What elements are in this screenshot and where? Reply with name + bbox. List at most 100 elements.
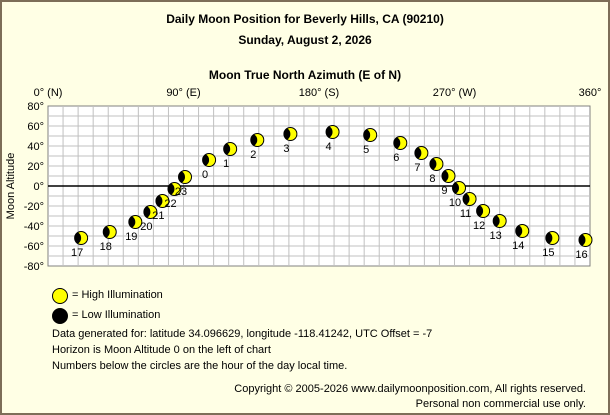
moon-point-outline <box>429 157 444 171</box>
moon-point-outline <box>476 204 491 218</box>
moon-point-hour-3 <box>283 127 298 141</box>
moon-point-hour-21 <box>155 194 170 208</box>
y-tick-label: 80° <box>27 101 44 113</box>
moon-point-shadow <box>452 181 460 195</box>
location-note: Data generated for: latitude 34.096629, … <box>52 328 433 340</box>
hour-label: 19 <box>125 231 137 243</box>
moon-point-shadow <box>515 224 523 238</box>
hour-label: 6 <box>393 152 399 164</box>
moon-point-shadow <box>493 214 500 228</box>
y-tick-label: -20° <box>24 201 44 213</box>
moon-point-hour-0 <box>202 153 217 167</box>
moon-point-hour-14 <box>515 224 530 238</box>
copyright-text: Copyright © 2005-2026 www.dailymoonposit… <box>234 383 586 395</box>
hour-label: 13 <box>490 230 502 242</box>
moon-point-shadow <box>178 170 186 184</box>
y-tick-label: -40° <box>24 221 44 233</box>
moon-point-outline <box>545 231 560 245</box>
x-tick-label: 270° (W) <box>433 87 477 99</box>
hour-label: 21 <box>152 210 164 222</box>
moon-point-shadow <box>393 136 401 150</box>
hour-label: 0 <box>202 169 208 181</box>
horizon-note: Horizon is Moon Altitude 0 on the left o… <box>52 344 271 356</box>
moon-position-chart: Moon True North Azimuth (E of N) 0° (N) 9… <box>5 68 601 273</box>
hour-label: 7 <box>414 162 420 174</box>
moon-point-outline <box>363 128 378 142</box>
moon-point-shadow <box>202 153 210 167</box>
moon-point-outline <box>143 205 158 219</box>
moon-point-outline <box>393 136 408 150</box>
moon-point-hour-22 <box>167 182 182 196</box>
moon-point-shadow <box>128 215 136 229</box>
moon-point-outline <box>515 224 530 238</box>
hour-label: 10 <box>449 197 461 209</box>
moon-point-hour-18 <box>102 225 117 239</box>
moon-point-hour-9 <box>441 169 456 183</box>
hour-label: 18 <box>100 241 112 253</box>
hour-label: 16 <box>575 249 587 261</box>
y-axis-ticks: 80° 60° 40° 20° 0° -20° -40° -60° -80° <box>24 101 44 273</box>
moon-point-hour-16 <box>578 233 593 247</box>
moon-point-outline <box>414 146 429 160</box>
moon-point-shadow <box>429 157 437 171</box>
high-illumination-icon <box>52 288 68 304</box>
moon-point-hour-17 <box>74 231 89 245</box>
moon-point-shadow <box>74 231 82 245</box>
moon-point-shadow <box>143 205 151 219</box>
moon-point-outline <box>167 182 182 196</box>
y-tick-label: -60° <box>24 241 44 253</box>
moon-point-shadow <box>545 231 553 245</box>
moon-point-hour-19 <box>128 215 143 229</box>
hour-label: 20 <box>140 221 152 233</box>
usage-text: Personal non commercial use only. <box>415 398 586 410</box>
hour-label: 11 <box>460 208 471 220</box>
hour-label: 1 <box>223 158 229 170</box>
moon-point-hour-13 <box>492 214 507 228</box>
hour-label: 15 <box>542 247 554 259</box>
moon-point-shadow <box>250 133 258 147</box>
moon-point-hour-20 <box>143 205 158 219</box>
y-tick-label: 0° <box>33 181 44 193</box>
moon-point-outline <box>452 181 467 195</box>
moon-point-hour-2 <box>250 133 265 147</box>
moon-point-shadow <box>155 194 163 208</box>
hour-label: 8 <box>429 173 435 185</box>
moon-point-hour-4 <box>325 125 340 139</box>
moon-point-outline <box>283 127 298 141</box>
hour-label: 3 <box>283 143 289 155</box>
moon-point-hour-11 <box>462 192 477 206</box>
hour-label: 14 <box>512 240 524 252</box>
y-tick-label: 40° <box>27 141 44 153</box>
moon-point-outline <box>128 215 143 229</box>
moon-point-hour-6 <box>393 136 408 150</box>
moon-point-shadow <box>363 128 371 142</box>
low-illumination-icon <box>52 308 68 324</box>
moon-point-shadow <box>463 192 470 206</box>
hour-label: 12 <box>473 220 485 232</box>
moon-point-outline <box>462 192 477 206</box>
hour-label: 23 <box>175 186 187 198</box>
moon-point-outline <box>155 194 170 208</box>
y-tick-label: 60° <box>27 121 44 133</box>
legend-high-label: = High Illumination <box>72 289 163 301</box>
moon-point-outline <box>441 169 456 183</box>
moon-point-shadow <box>578 233 586 247</box>
moon-point-hour-5 <box>363 128 378 142</box>
moon-point-shadow <box>441 169 449 183</box>
moon-point-hour-12 <box>476 204 491 218</box>
y-tick-label: 20° <box>27 161 44 173</box>
moon-point-outline <box>178 170 193 184</box>
moon-point-shadow <box>283 127 291 141</box>
moon-point-hour-10 <box>452 181 467 195</box>
moon-point-outline <box>202 153 217 167</box>
y-axis-label: Moon Altitude <box>5 153 17 220</box>
moon-point-outline <box>578 233 593 247</box>
moon-point-hour-23 <box>178 170 193 184</box>
moon-point-hour-8 <box>429 157 444 171</box>
moon-point-shadow <box>326 125 333 139</box>
moon-point-outline <box>250 133 265 147</box>
y-tick-label: -80° <box>24 261 44 273</box>
moon-point-shadow <box>476 204 484 218</box>
hour-label: 2 <box>250 149 256 161</box>
